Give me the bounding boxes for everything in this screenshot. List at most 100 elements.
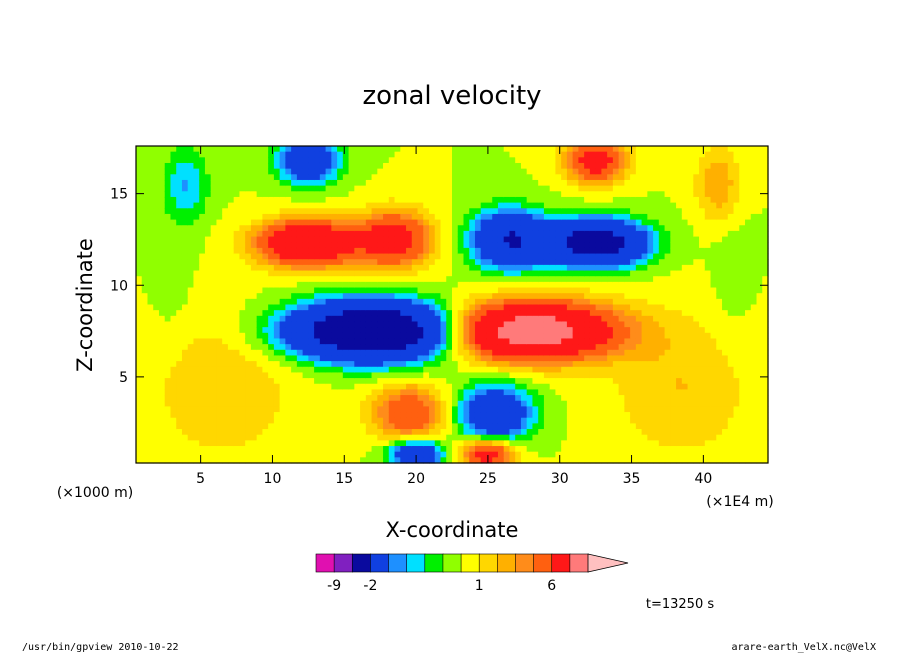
heatmap-cell — [136, 225, 143, 232]
heatmap-cell — [285, 338, 292, 345]
heatmap-cell — [440, 429, 447, 436]
heatmap-cell — [400, 146, 407, 153]
heatmap-cell — [492, 344, 499, 351]
heatmap-cell — [572, 146, 579, 153]
heatmap-cell — [187, 293, 195, 300]
heatmap-cell — [526, 344, 534, 351]
heatmap-cell — [497, 406, 505, 413]
heatmap-cell — [314, 259, 321, 266]
heatmap-cell — [446, 213, 453, 221]
heatmap-cell — [492, 219, 499, 226]
heatmap-cell — [158, 162, 166, 170]
heatmap-cell — [371, 423, 378, 430]
heatmap-cell — [549, 412, 557, 419]
heatmap-cell — [141, 344, 149, 351]
heatmap-cell — [641, 157, 648, 164]
heatmap-cell — [216, 185, 223, 192]
heatmap-cell — [566, 174, 574, 181]
heatmap-cell — [291, 225, 298, 232]
heatmap-cell — [497, 310, 505, 317]
heatmap-cell — [572, 293, 579, 300]
heatmap-cell — [239, 276, 246, 283]
heatmap-cell — [509, 315, 516, 323]
heatmap-cell — [526, 349, 534, 357]
heatmap-cell — [463, 361, 470, 368]
heatmap-cell — [342, 327, 350, 334]
heatmap-cell — [543, 406, 551, 413]
heatmap-cell — [641, 264, 648, 272]
heatmap-cell — [463, 389, 470, 396]
heatmap-cell — [561, 332, 568, 340]
heatmap-cell — [411, 236, 419, 243]
heatmap-cell — [411, 451, 419, 458]
heatmap-cell — [158, 236, 166, 243]
heatmap-cell — [164, 281, 172, 289]
heatmap-cell — [136, 372, 143, 379]
heatmap-cell — [319, 179, 327, 187]
heatmap-cell — [273, 389, 281, 396]
heatmap-cell — [509, 259, 516, 266]
heatmap-cell — [492, 406, 499, 413]
heatmap-cell — [170, 293, 177, 300]
heatmap-cell — [291, 213, 298, 221]
heatmap-cell — [400, 338, 407, 345]
heatmap-cell — [337, 338, 344, 345]
heatmap-cell — [595, 366, 602, 374]
heatmap-cell — [302, 395, 309, 402]
heatmap-cell — [486, 412, 493, 419]
heatmap-cell — [618, 287, 625, 294]
heatmap-cell — [314, 230, 321, 238]
heatmap-cell — [589, 338, 597, 345]
heatmap-cell — [486, 304, 493, 311]
heatmap-cell — [365, 321, 373, 328]
heatmap-cell — [239, 230, 246, 238]
heatmap-cell — [630, 423, 637, 430]
heatmap-cell — [572, 321, 579, 328]
heatmap-cell — [388, 389, 396, 396]
heatmap-cell — [383, 162, 390, 170]
heatmap-cell — [515, 162, 522, 170]
heatmap-cell — [164, 230, 172, 238]
heatmap-cell — [354, 315, 361, 323]
heatmap-cell — [250, 338, 258, 345]
heatmap-cell — [526, 400, 534, 407]
heatmap-cell — [337, 332, 344, 340]
heatmap-cell — [222, 389, 229, 396]
heatmap-cell — [164, 366, 172, 374]
heatmap-cell — [239, 372, 246, 379]
heatmap-cell — [308, 457, 315, 464]
heatmap-cell — [474, 355, 482, 362]
heatmap-cell — [538, 383, 545, 391]
heatmap-cell — [543, 457, 551, 464]
heatmap-cell — [497, 395, 505, 402]
heatmap-cell — [291, 361, 298, 368]
heatmap-cell — [584, 344, 591, 351]
heatmap-cell — [497, 146, 505, 153]
heatmap-cell — [578, 304, 585, 311]
heatmap-cell — [520, 372, 528, 379]
heatmap-cell — [555, 185, 562, 192]
heatmap-cell — [429, 412, 436, 419]
heatmap-cell — [170, 446, 177, 453]
heatmap-cell — [153, 383, 160, 391]
heatmap-cell — [193, 168, 200, 175]
heatmap-cell — [296, 349, 304, 357]
heatmap-cell — [417, 412, 424, 419]
heatmap-cell — [503, 349, 511, 357]
heatmap-cell — [618, 202, 625, 209]
heatmap-cell — [388, 457, 396, 464]
heatmap-cell — [256, 242, 263, 249]
heatmap-cell — [302, 332, 309, 340]
heatmap-cell — [555, 247, 562, 255]
heatmap-cell — [262, 446, 269, 453]
heatmap-cell — [388, 434, 396, 441]
heatmap-cell — [365, 361, 373, 368]
heatmap-cell — [216, 349, 223, 357]
heatmap-cell — [394, 372, 401, 379]
heatmap-cell — [268, 202, 275, 209]
heatmap-cell — [319, 185, 327, 192]
heatmap-cell — [176, 162, 183, 170]
heatmap-cell — [360, 259, 367, 266]
heatmap-cell — [446, 446, 453, 453]
heatmap-cell — [457, 179, 465, 187]
